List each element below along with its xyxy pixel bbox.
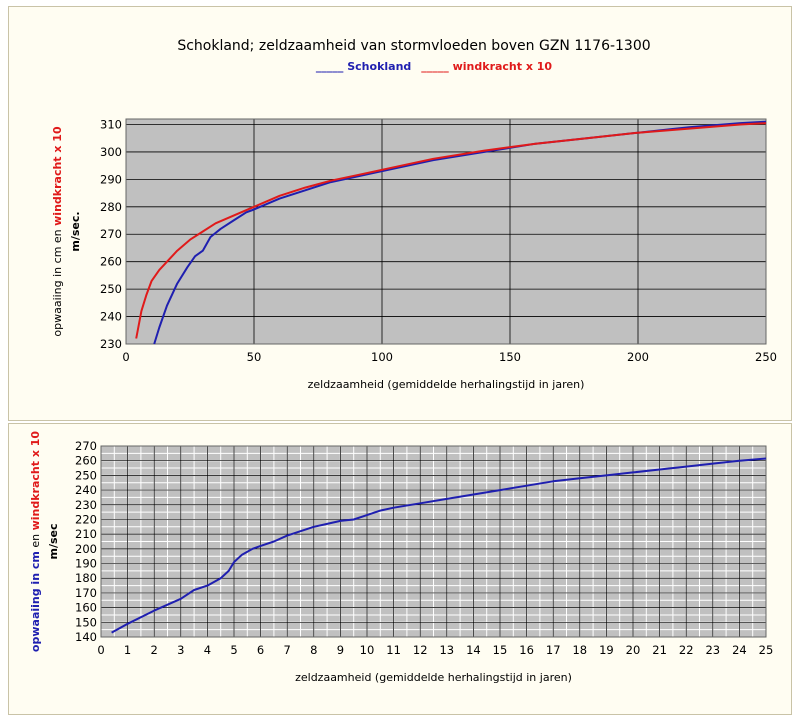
x-tick-label: 4: [204, 643, 211, 657]
y-tick-label: 270: [100, 227, 122, 241]
top-chart-panel: Schokland; zeldzaamheid van stormvloeden…: [8, 6, 792, 421]
y-tick-label: 150: [75, 615, 97, 629]
x-tick-label: 10: [360, 643, 375, 657]
bottom-chart: 0 1 2 3 4 5 6 7 8 9 10 11 12 13 14 15 16 17 18 19 20 21 22 23 24…: [29, 431, 774, 684]
x-tick-label: 25: [759, 643, 774, 657]
bottom-chart-panel: 0 1 2 3 4 5 6 7 8 9 10 11 12 13 14 15 16 17 18 19 20 21 22 23 24…: [8, 423, 792, 715]
legend-entry: _____ windkracht x 10: [421, 60, 552, 73]
x-tick-label: 0: [97, 643, 104, 657]
x-tick-label: 5: [230, 643, 237, 657]
x-tick-label: 17: [546, 643, 561, 657]
x-tick-label: 7: [284, 643, 291, 657]
x-axis-label: zeldzaamheid (gemiddelde herhalingstijd …: [308, 378, 585, 391]
x-tick-label: 12: [413, 643, 428, 657]
plot-border: [125, 118, 767, 345]
y-tick-label: 300: [100, 145, 122, 159]
y-tick-label: 210: [75, 527, 97, 541]
series-line-1: [135, 122, 767, 339]
chart-title: Schokland; zeldzaamheid van stormvloeden…: [177, 38, 650, 54]
series-line-0: [111, 457, 767, 634]
y-tick-label: 230: [100, 337, 122, 351]
x-tick-label: 100: [371, 350, 393, 364]
x-tick-label: 6: [257, 643, 264, 657]
y-axis-label-part: windkracht x 10: [51, 126, 64, 226]
y-axis-label-part: opwaaiing in cm en: [51, 226, 64, 337]
y-axis-label-part: en: [29, 530, 42, 551]
y-tick-label: 260: [75, 454, 97, 468]
y-axis-unit-label: m/sec.: [69, 211, 82, 251]
y-tick-label: 170: [75, 586, 97, 600]
x-tick-label: 2: [151, 643, 158, 657]
chart-legend: _____ Schokland _____ windkracht x 10: [316, 60, 553, 73]
plot-area: [125, 118, 767, 345]
y-tick-label: 160: [75, 601, 97, 615]
y-tick-label: 220: [75, 512, 97, 526]
y-axis-label-part: windkracht x 10: [29, 431, 42, 531]
x-tick-label: 18: [572, 643, 587, 657]
x-tick-label: 50: [247, 350, 262, 364]
y-tick-label: 270: [75, 439, 97, 453]
x-tick-label: 22: [679, 643, 694, 657]
x-tick-label: 0: [122, 350, 129, 364]
y-tick-label: 180: [75, 571, 97, 585]
x-tick-label: 24: [732, 643, 747, 657]
x-tick-label: 21: [652, 643, 667, 657]
x-tick-label: 14: [466, 643, 481, 657]
x-tick-label: 200: [627, 350, 649, 364]
y-tick-label: 260: [100, 255, 122, 269]
y-tick-label: 200: [75, 542, 97, 556]
top-chart: Schokland; zeldzaamheid van stormvloeden…: [51, 38, 777, 391]
x-tick-label: 19: [599, 643, 614, 657]
y-tick-label: 290: [100, 172, 122, 186]
x-tick-label: 16: [519, 643, 534, 657]
y-tick-label: 240: [100, 310, 122, 324]
x-tick-label: 23: [705, 643, 720, 657]
x-tick-label: 250: [755, 350, 777, 364]
x-tick-label: 8: [310, 643, 317, 657]
y-tick-label: 310: [100, 117, 122, 131]
y-axis-label: opwaaiing in cm en windkracht x 10: [29, 431, 42, 652]
x-tick-label: 15: [493, 643, 508, 657]
y-tick-label: 280: [100, 200, 122, 214]
y-axis-label-part: opwaaiing in cm: [29, 551, 42, 652]
y-axis-label: opwaaiing in cm en windkracht x 10: [51, 126, 64, 337]
y-tick-label: 140: [75, 630, 97, 644]
y-axis-unit-label: m/sec: [47, 523, 60, 559]
y-tick-label: 240: [75, 483, 97, 497]
x-tick-label: 1: [124, 643, 131, 657]
x-tick-label: 3: [177, 643, 184, 657]
plot-border: [100, 445, 767, 638]
x-tick-label: 13: [439, 643, 454, 657]
x-tick-label: 9: [337, 643, 344, 657]
y-tick-label: 250: [75, 468, 97, 482]
y-tick-label: 250: [100, 282, 122, 296]
x-tick-label: 11: [386, 643, 401, 657]
legend-entry: _____ Schokland: [316, 60, 411, 73]
x-axis-label: zeldzaamheid (gemiddelde herhalingstijd …: [295, 671, 572, 684]
y-tick-label: 230: [75, 498, 97, 512]
y-tick-label: 190: [75, 557, 97, 571]
x-tick-label: 150: [499, 350, 521, 364]
x-tick-label: 20: [626, 643, 641, 657]
